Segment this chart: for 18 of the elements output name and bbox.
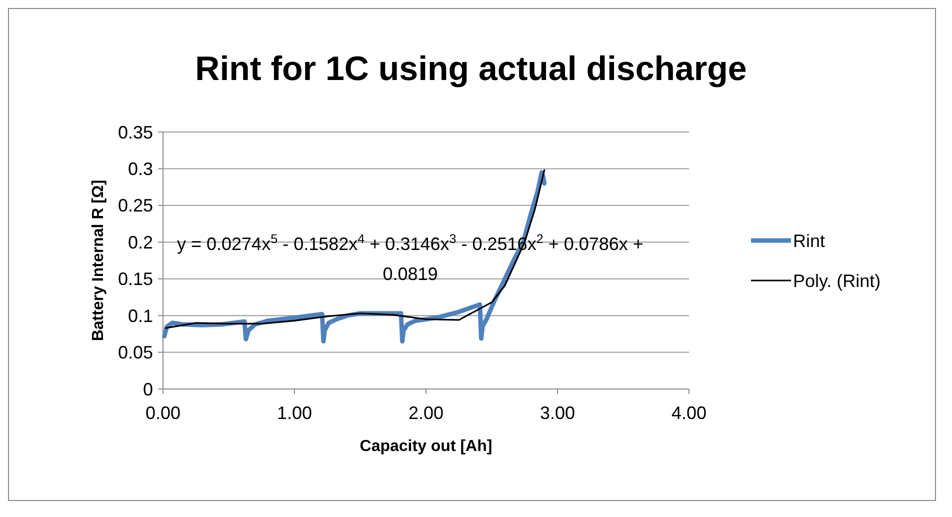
y-tick-label: 0 <box>142 379 153 400</box>
y-tick-label: 0.05 <box>118 342 153 363</box>
legend-label: Rint <box>793 230 826 251</box>
y-tick-label: 0.3 <box>128 159 153 180</box>
x-tick-label: 0.00 <box>145 403 181 423</box>
x-tick-label: 3.00 <box>540 403 576 423</box>
chart-title: Rint for 1C using actual discharge <box>195 50 747 88</box>
x-tick-label: 1.00 <box>276 403 312 423</box>
y-tick-label: 0.15 <box>118 269 153 290</box>
x-tick-label: 2.00 <box>408 403 444 423</box>
y-tick-label: 0.1 <box>128 306 153 326</box>
y-tick-label: 0.35 <box>118 122 153 142</box>
legend-label: Poly. (Rint) <box>793 270 881 291</box>
y-axis-title: Battery Internal R [Ω] <box>90 180 107 342</box>
y-tick-label: 0.2 <box>128 232 153 252</box>
y-tick-label: 0.25 <box>118 196 153 216</box>
x-axis-title: Capacity out [Ah] <box>360 438 492 455</box>
x-tick-label: 4.00 <box>671 403 707 423</box>
